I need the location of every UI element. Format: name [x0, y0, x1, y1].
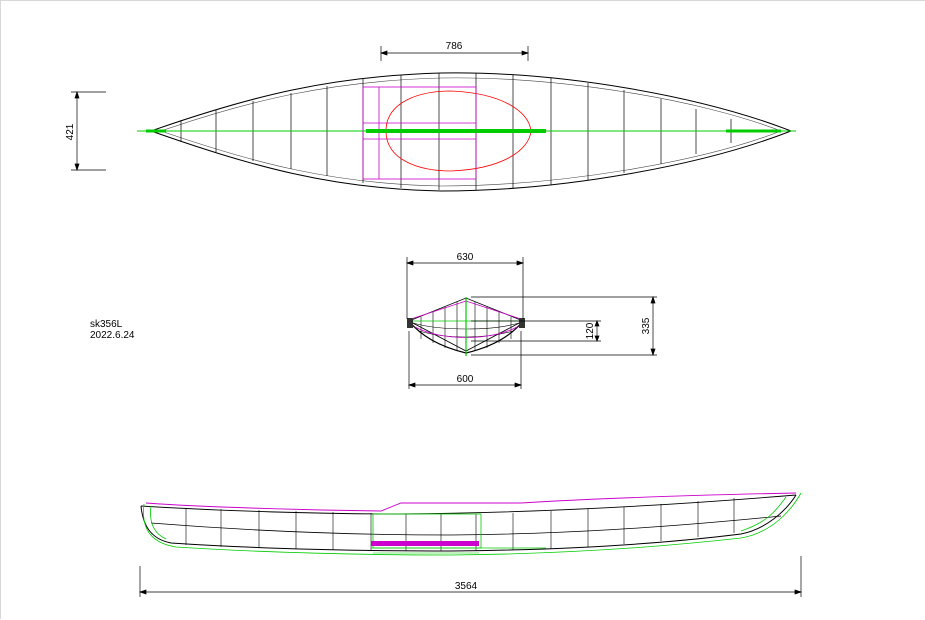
- dim-beam-top: [405, 257, 525, 319]
- profile-view: 3564: [138, 492, 803, 597]
- model-name: sk356L: [90, 319, 123, 330]
- profile-keel-green: [143, 492, 802, 556]
- dim-depth-small: [471, 320, 601, 342]
- dim-cockpit-length: [379, 46, 530, 61]
- drawing-date: 2022.6.24: [90, 330, 135, 341]
- dim-beam-bottom: [407, 331, 523, 389]
- profile-cockpit: [371, 513, 546, 554]
- dim-depth-small-label: 120: [585, 322, 596, 339]
- profile-chine: [150, 515, 782, 536]
- section-view: 630 600 120 335: [405, 252, 657, 389]
- dim-depth-total: [471, 295, 657, 357]
- dim-depth-total-label: 335: [641, 317, 652, 334]
- dim-beam-top-label: 630: [457, 252, 474, 263]
- profile-keel: [140, 494, 797, 552]
- profile-deck-line: [145, 492, 797, 512]
- dim-beam-plan: [71, 90, 106, 172]
- plan-cockpit-frame: [362, 86, 477, 180]
- title-block: sk356L 2022.6.24: [90, 319, 135, 341]
- dim-beam-plan-label: 421: [65, 123, 76, 140]
- dim-overall-length: [138, 556, 803, 597]
- plan-view: 786 421: [65, 41, 796, 192]
- dim-overall-length-label: 3564: [455, 581, 478, 592]
- dim-beam-bottom-label: 600: [457, 374, 474, 385]
- dim-cockpit-length-label: 786: [446, 41, 463, 52]
